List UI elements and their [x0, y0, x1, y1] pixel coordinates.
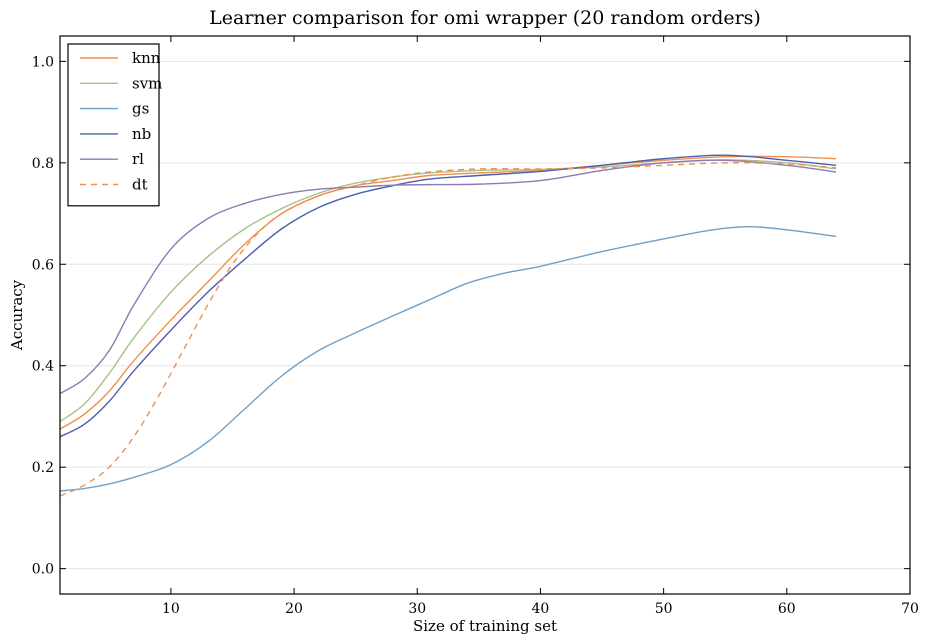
series-line-nb	[59, 154, 837, 438]
y-tick-label: 0.6	[32, 257, 54, 273]
x-tick-label: 70	[901, 601, 919, 617]
series-line-dt	[59, 162, 837, 497]
x-tick-label: 20	[285, 601, 303, 617]
x-axis-label: Size of training set	[413, 617, 557, 635]
gridlines	[60, 60, 910, 570]
legend-label-nb: nb	[132, 125, 151, 143]
axis-ticks: 0.0 0.2 0.4 0.6 0.8 1.0 10 20 30 40 50 60 70	[32, 36, 919, 617]
y-axis-label: Accuracy	[8, 279, 26, 351]
x-tick-label: 50	[655, 601, 673, 617]
chart-title: Learner comparison for omi wrapper (20 r…	[209, 7, 761, 29]
x-tick-label: 60	[778, 601, 796, 617]
x-tick-label: 30	[408, 601, 426, 617]
series-line-gs	[59, 226, 837, 492]
legend-label-dt: dt	[132, 176, 148, 194]
legend-label-rl: rl	[132, 150, 144, 168]
legend-label-knn: knn	[132, 49, 161, 67]
series-line-knn	[59, 155, 837, 430]
series-layer	[59, 154, 837, 497]
legend-label-gs: gs	[132, 100, 149, 118]
series-line-rl	[59, 159, 837, 395]
y-tick-label: 0.2	[32, 460, 54, 476]
x-tick-label: 40	[532, 601, 550, 617]
y-tick-label: 0.0	[32, 562, 54, 578]
x-tick-label: 10	[162, 601, 180, 617]
legend: knn svm gs nb rl dt	[67, 43, 162, 207]
legend-label-svm: svm	[132, 74, 162, 92]
y-tick-label: 0.8	[32, 156, 54, 172]
y-tick-label: 0.4	[32, 359, 54, 375]
legend-box	[67, 43, 160, 207]
plot-frame	[59, 35, 911, 595]
y-tick-label: 1.0	[32, 54, 54, 70]
